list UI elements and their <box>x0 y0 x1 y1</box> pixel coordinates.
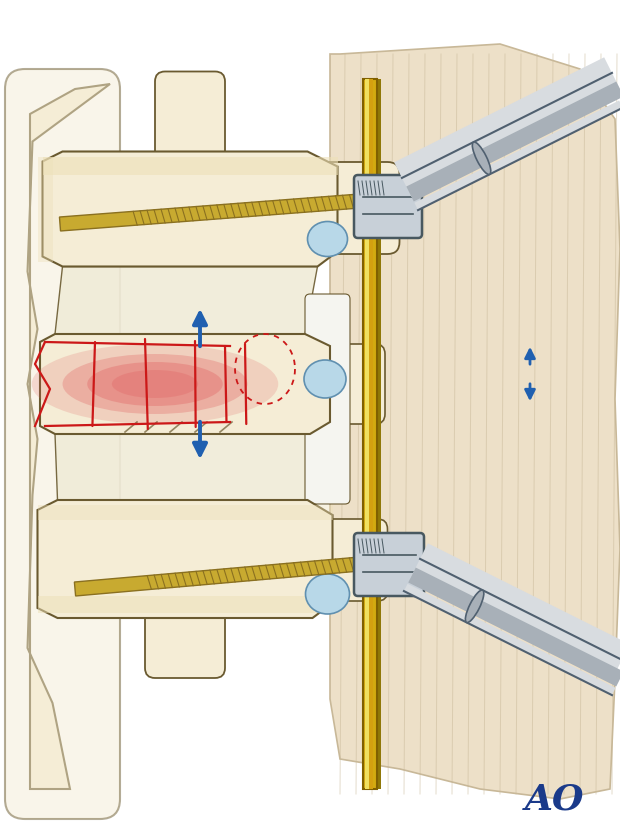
Polygon shape <box>55 435 310 501</box>
Ellipse shape <box>32 344 278 425</box>
Ellipse shape <box>306 574 350 614</box>
Bar <box>365 80 370 789</box>
FancyBboxPatch shape <box>155 73 225 167</box>
Ellipse shape <box>466 590 484 623</box>
Bar <box>37 157 53 263</box>
FancyBboxPatch shape <box>354 176 422 239</box>
Ellipse shape <box>472 143 491 176</box>
Bar <box>37 506 332 520</box>
Polygon shape <box>37 501 332 619</box>
FancyBboxPatch shape <box>316 163 399 255</box>
Bar <box>60 195 361 232</box>
Polygon shape <box>371 556 380 570</box>
Polygon shape <box>55 268 317 334</box>
Bar <box>37 596 332 614</box>
Bar <box>369 80 373 789</box>
Bar <box>43 157 337 176</box>
Ellipse shape <box>308 222 347 257</box>
FancyBboxPatch shape <box>310 344 385 425</box>
Polygon shape <box>371 194 380 208</box>
FancyBboxPatch shape <box>5 70 120 819</box>
Ellipse shape <box>304 360 346 399</box>
Ellipse shape <box>63 354 247 415</box>
FancyBboxPatch shape <box>305 294 350 504</box>
Ellipse shape <box>87 363 223 406</box>
FancyBboxPatch shape <box>354 533 424 596</box>
Bar <box>74 558 361 596</box>
Text: AO: AO <box>525 782 585 816</box>
FancyBboxPatch shape <box>145 604 225 678</box>
Bar <box>376 80 381 789</box>
Ellipse shape <box>112 370 198 399</box>
FancyBboxPatch shape <box>312 519 388 601</box>
Bar <box>363 80 377 789</box>
Polygon shape <box>40 334 330 435</box>
Polygon shape <box>330 45 620 799</box>
Polygon shape <box>27 85 110 789</box>
Polygon shape <box>43 152 337 268</box>
